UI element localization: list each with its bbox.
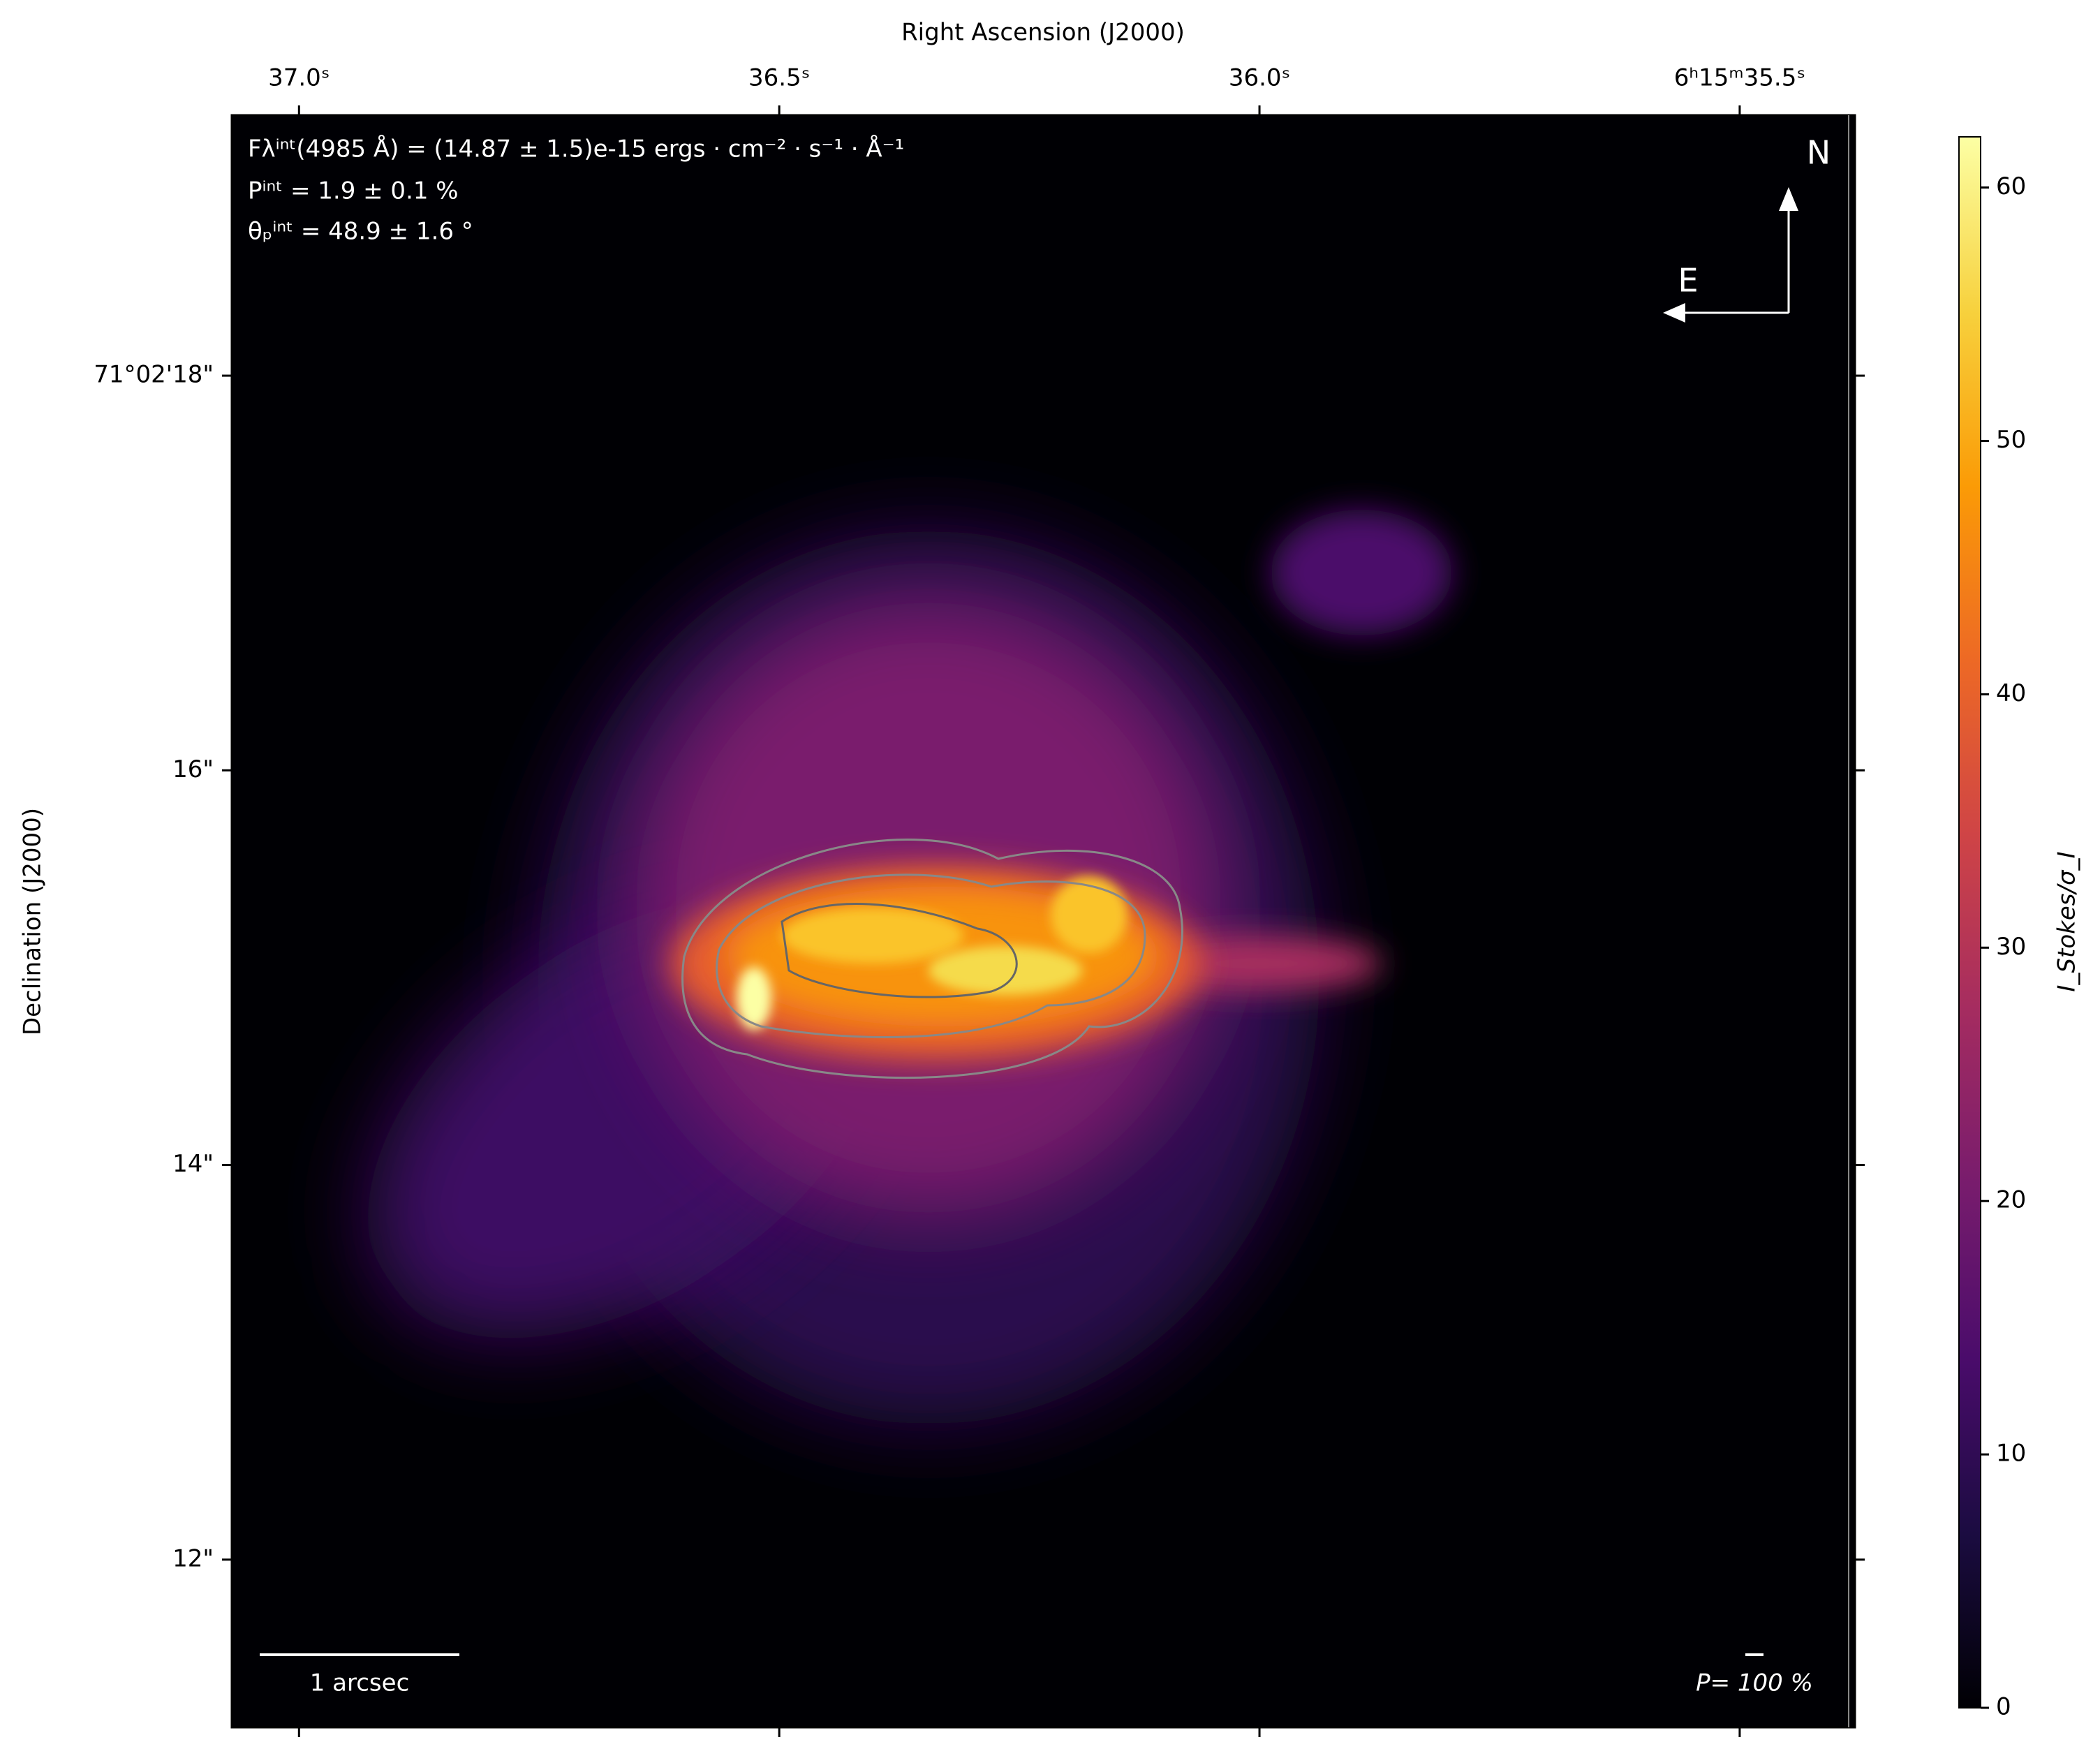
colorbar-tick-label: 40 — [1996, 679, 2026, 707]
colorbar-tick-label: 10 — [1996, 1440, 2026, 1468]
y-tick-label: 14" — [172, 1150, 214, 1178]
y-tick-label: 71°02'18" — [94, 361, 214, 389]
colorbar-tick-label: 60 — [1996, 172, 2026, 200]
image — [232, 115, 1855, 1727]
scale-bar-label: 1 arcsec — [310, 1669, 410, 1697]
y-tick-label: 12" — [172, 1544, 214, 1572]
annotation: Pⁱⁿᵗ = 1.9 ± 0.1 % — [248, 177, 459, 205]
x-tick-label: 36.0ˢ — [1229, 64, 1290, 92]
colorbar-label: I_Stokes/σ_I — [2053, 851, 2081, 991]
x-tick-label: 6ʰ15ᵐ35.5ˢ — [1674, 64, 1805, 92]
colorbar — [1958, 136, 1981, 1709]
colorbar-tick-label: 50 — [1996, 426, 2026, 454]
compass-arrow — [1663, 303, 1685, 323]
x-axis-title: Right Ascension (J2000) — [901, 19, 1185, 47]
compass-label: E — [1678, 262, 1698, 300]
plot-frame — [230, 114, 1856, 1729]
colorbar-tick-label: 30 — [1996, 933, 2026, 961]
annotation: θₚⁱⁿᵗ = 48.9 ± 1.6 ° — [248, 218, 473, 246]
x-tick-label: 36.5ˢ — [748, 64, 810, 92]
y-axis-title: Declination (J2000) — [19, 808, 47, 1035]
colorbar-tick-label: 20 — [1996, 1186, 2026, 1214]
colorbar-tick-label: 0 — [1996, 1693, 2011, 1721]
compass-arrow — [1779, 187, 1798, 211]
y-tick-label: 16" — [172, 755, 214, 783]
x-tick-label: 37.0ˢ — [268, 64, 330, 92]
compass-label: N — [1807, 134, 1831, 172]
pol-scale-label: P= 100 % — [1696, 1669, 1813, 1697]
annotation: Fλⁱⁿᵗ(4985 Å) = (14.87 ± 1.5)e-15 ergs ·… — [248, 135, 904, 163]
